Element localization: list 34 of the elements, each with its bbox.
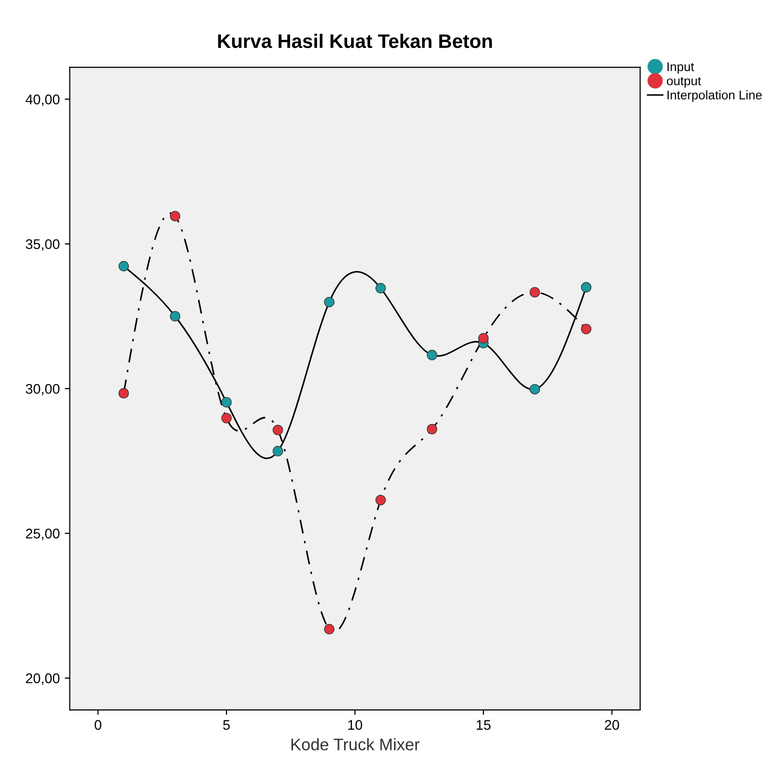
x-tick-label: 20 xyxy=(604,720,620,730)
point xyxy=(170,310,180,322)
x-tick-label: 10 xyxy=(348,720,362,730)
point xyxy=(170,210,180,222)
point xyxy=(221,412,232,424)
y-tick-label: 25,00 xyxy=(26,528,60,540)
point xyxy=(530,286,540,298)
point xyxy=(530,384,540,394)
point xyxy=(580,324,592,334)
point xyxy=(375,282,386,294)
point xyxy=(426,350,438,360)
point xyxy=(118,388,129,399)
y-tick-label: 35,00 xyxy=(26,239,60,251)
y-tick-label: 40,00 xyxy=(26,94,60,106)
chart-title: Kurva Hasil Kuat Tekan Beton xyxy=(218,34,492,48)
point xyxy=(478,332,489,344)
legend-label: Input xyxy=(668,62,694,74)
point xyxy=(272,424,284,436)
point xyxy=(118,260,129,272)
point xyxy=(580,282,592,293)
x-axis-title: Kode Truck Mixer xyxy=(291,738,420,750)
x-tick-label: 0 xyxy=(94,720,102,730)
point xyxy=(375,494,386,506)
y-tick-label: 20,00 xyxy=(26,673,60,685)
point xyxy=(324,296,335,308)
point xyxy=(221,396,232,408)
point xyxy=(272,446,284,456)
legend-label: output xyxy=(666,77,702,88)
x-tick-label: 5 xyxy=(223,720,230,730)
point xyxy=(426,424,438,434)
point xyxy=(324,624,335,634)
x-tick-label: 15 xyxy=(476,720,491,730)
y-tick-label: 30,00 xyxy=(26,384,60,396)
legend-label: Interpolation Line xyxy=(668,90,762,102)
